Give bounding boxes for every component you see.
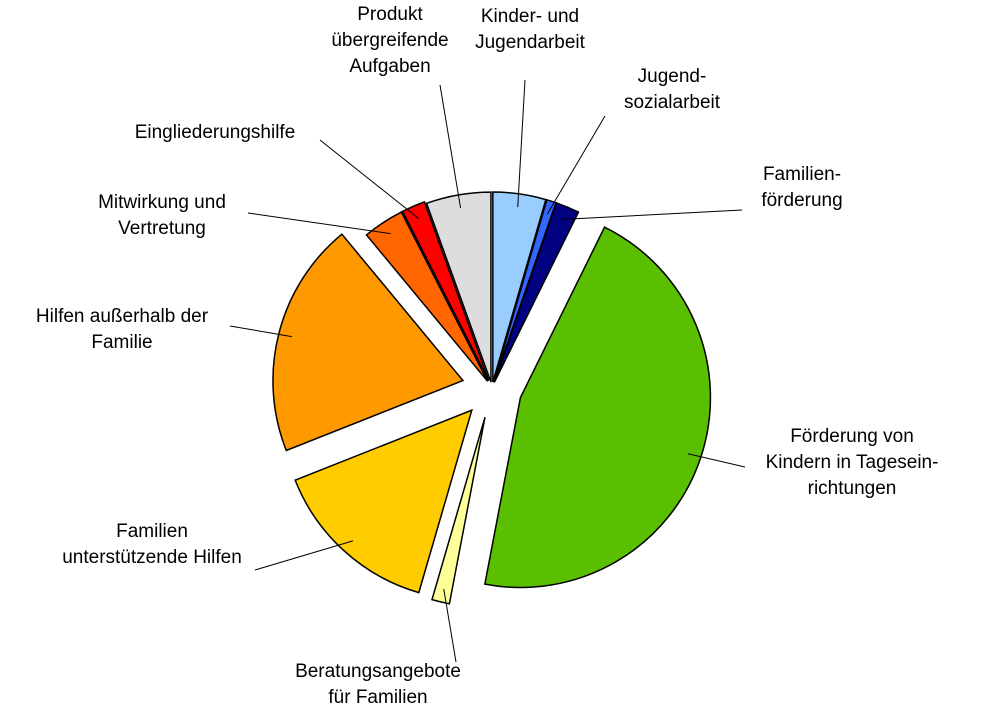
slice-label: Produkt übergreifende Aufgaben (331, 4, 448, 77)
label-line: Jugendarbeit (475, 32, 586, 53)
pie-slice (401, 200, 490, 381)
label-line: übergreifende (331, 30, 448, 51)
pie-slice (492, 191, 547, 383)
pie-slice (493, 201, 580, 383)
pie-slice (483, 226, 712, 589)
pie-slice (294, 408, 473, 594)
label-line: Kindern in Tagesein- (766, 452, 939, 473)
label-line: Eingliederungshilfe (135, 122, 296, 143)
leader-line (439, 84, 462, 209)
slice-label: Familien-förderung (761, 164, 842, 211)
slice-label: Förderung von Kindern in Tagesein-richtun… (766, 426, 939, 499)
leader-line (517, 79, 526, 208)
slice-label: Eingliederungshilfe (135, 122, 296, 143)
label-line: Vertretung (118, 218, 206, 239)
label-line: für Familien (328, 687, 427, 708)
pie-slice (431, 416, 486, 605)
label-line: Kinder- und (481, 6, 579, 27)
label-line: Beratungsangebote (295, 661, 461, 682)
label-line: unterstützende Hilfen (62, 547, 242, 568)
leader-line (254, 540, 354, 571)
label-line: förderung (761, 190, 842, 211)
leader-line (319, 139, 419, 219)
label-line: Familien- (763, 164, 841, 185)
pie-slice (272, 233, 465, 452)
label-line: richtungen (808, 478, 897, 499)
slice-label: Familien unterstützende Hilfen (62, 521, 242, 568)
label-line: Mitwirkung und (98, 192, 226, 213)
leader-line (546, 115, 606, 215)
leader-line (562, 209, 743, 220)
label-line: Produkt (357, 4, 423, 25)
pie-slice (365, 211, 489, 382)
leader-line (247, 212, 391, 235)
label-line: Familie (91, 332, 152, 353)
slice-label: Beratungsangebote für Familien (295, 661, 461, 708)
label-line: sozialarbeit (624, 92, 721, 113)
slice-label: Kinder- und Jugendarbeit (475, 6, 586, 53)
label-line: Jugend- (638, 66, 707, 87)
leader-line (443, 588, 457, 663)
label-line: Förderung von (790, 426, 914, 447)
slice-label: Mitwirkung und Vertretung (98, 192, 226, 239)
leader-line (687, 453, 746, 468)
label-line: Aufgaben (349, 56, 430, 77)
leader-line (229, 325, 292, 338)
slice-label: Hilfen außerhalb der Familie (36, 306, 209, 353)
label-line: Hilfen außerhalb der (36, 306, 209, 327)
slice-label: Jugend-sozialarbeit (624, 66, 721, 113)
label-line: Familien (116, 521, 188, 542)
